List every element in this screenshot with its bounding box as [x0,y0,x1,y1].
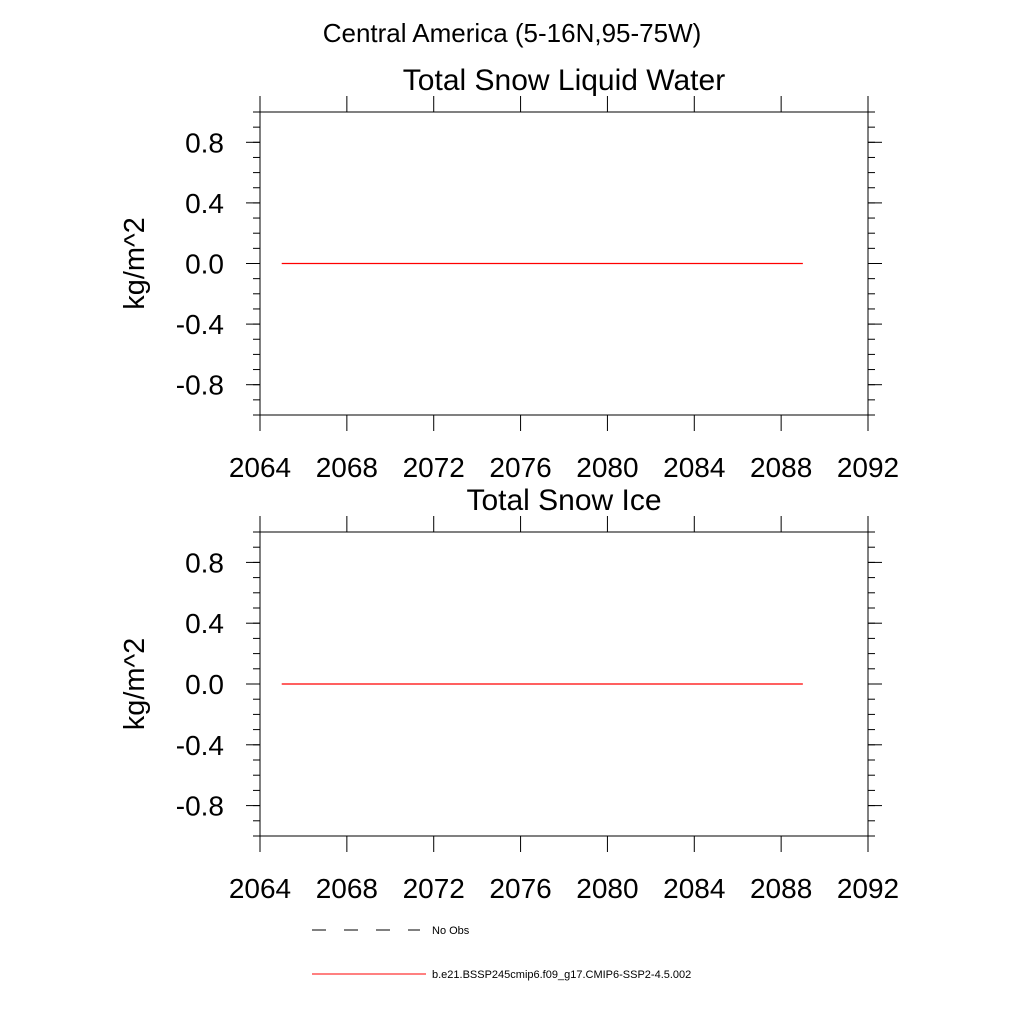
panel-snow-liquid-water: Total Snow Liquid Water 2064 2068 2072 2076 2… [119,64,899,483]
panel-snow-ice: Total Snow Ice 2064 2068 2072 2076 2080 2084 20… [119,484,899,904]
x-tick-label: 2084 [663,452,725,483]
y-tick-label: 0.0 [185,669,224,700]
y-tick-label: -0.4 [176,730,224,761]
x-tick-label: 2068 [316,873,378,904]
panel-title: Total Snow Liquid Water [403,64,725,97]
y-axis-label: kg/m^2 [119,638,151,731]
x-tick-label: 2088 [750,452,812,483]
y-tick-label: -0.8 [176,370,224,401]
y-tick-label: 0.8 [185,547,224,578]
x-tick-label: 2076 [489,452,551,483]
y-tick-label: -0.8 [176,791,224,822]
x-tick-label: 2084 [663,873,725,904]
x-tick-label: 2076 [489,873,551,904]
legend-label-no-obs: No Obs [432,925,470,937]
x-tick-label: 2092 [837,873,899,904]
x-tick-label: 2064 [229,452,291,483]
x-tick-label: 2072 [403,873,465,904]
x-tick-label: 2072 [403,452,465,483]
x-tick-label: 2092 [837,452,899,483]
panel-title: Total Snow Ice [466,484,661,517]
y-tick-label: 0.4 [185,188,224,219]
x-tick-label: 2068 [316,452,378,483]
y-tick-label: 0.8 [185,127,224,158]
figure-title: Central America (5-16N,95-75W) [323,18,702,48]
x-tick-label: 2088 [750,873,812,904]
y-tick-label: -0.4 [176,309,224,340]
y-tick-label: 0.0 [185,249,224,280]
x-tick-label: 2080 [576,873,638,904]
legend-label-model: b.e21.BSSP245cmip6.f09_g17.CMIP6-SSP2-4.… [432,969,691,981]
y-tick-label: 0.4 [185,608,224,639]
legend: No Obs b.e21.BSSP245cmip6.f09_g17.CMIP6-… [312,925,691,981]
y-axis-label: kg/m^2 [119,217,151,310]
x-tick-label: 2064 [229,873,291,904]
x-tick-label: 2080 [576,452,638,483]
